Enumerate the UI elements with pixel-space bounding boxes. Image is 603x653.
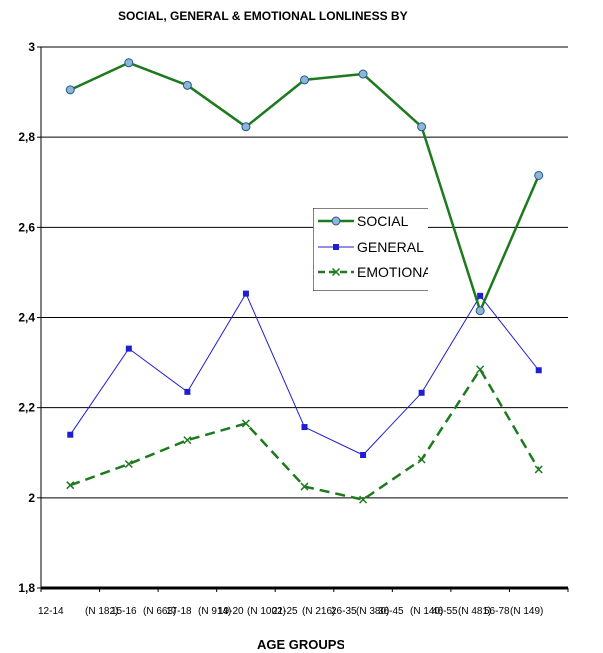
chart-title: SOCIAL, GENERAL & EMOTIONAL LONLINESS BY xyxy=(118,9,408,23)
data-point xyxy=(124,459,133,469)
legend-label: GENERAL xyxy=(357,239,424,255)
y-tick-label: 2,4 xyxy=(18,311,35,325)
x-tick-label: (N 216) xyxy=(302,606,335,617)
x-tick-label: 21-25 xyxy=(272,606,298,617)
x-tick-label: 26-35 xyxy=(331,606,357,617)
data-point xyxy=(359,495,368,504)
x-tick-label: (N 149) xyxy=(510,606,543,617)
data-point xyxy=(67,431,74,438)
data-point xyxy=(301,424,308,431)
data-point xyxy=(417,455,426,464)
data-point xyxy=(66,481,75,490)
data-point xyxy=(242,290,249,297)
x-tick-label: (N 182) xyxy=(85,606,118,617)
x-axis-label: AGE GROUPS xyxy=(257,637,345,652)
legend-marker xyxy=(331,267,341,277)
x-tick-label: (N 914) xyxy=(198,606,231,617)
data-point xyxy=(184,388,191,395)
series-line xyxy=(69,368,540,501)
x-axis-ticks: 12-14 (N 182)15-16 (N 663)17-18 (N 914)19-2… xyxy=(38,588,569,617)
x-tick-label: 12-14 xyxy=(38,606,64,617)
data-point xyxy=(477,292,484,299)
y-tick-label: 3 xyxy=(28,40,35,54)
series-emotional xyxy=(66,365,543,504)
data-point xyxy=(300,482,309,491)
legend-label: SOCIAL xyxy=(357,213,409,229)
x-tick-label: 17-18 xyxy=(166,606,192,617)
legend-entry: SOCIAL xyxy=(318,213,409,229)
x-tick-label: (N 481) xyxy=(458,606,491,617)
data-point xyxy=(535,367,542,374)
legend-entry: GENERAL xyxy=(318,239,424,255)
data-point xyxy=(534,465,543,474)
y-tick-label: 1,8 xyxy=(18,581,35,595)
data-point xyxy=(182,80,192,90)
legend-entry: EMOTIONAL xyxy=(318,264,440,280)
y-tick-label: 2 xyxy=(28,491,35,505)
gridlines xyxy=(41,46,568,499)
y-tick-label: 2,2 xyxy=(18,401,35,415)
data-point xyxy=(241,122,251,132)
series-social xyxy=(65,58,544,316)
legend: SOCIAL GENERAL EMOTIONAL xyxy=(313,208,440,291)
legend-label: EMOTIONAL xyxy=(357,264,440,280)
data-point xyxy=(475,306,485,316)
y-tick-label: 2,6 xyxy=(18,220,35,234)
x-tick-label: (N 1002) xyxy=(247,606,286,617)
data-point xyxy=(417,122,427,132)
x-tick-label: 19-20 xyxy=(218,606,244,617)
data-point xyxy=(360,452,367,459)
x-tick-label: 56-78 xyxy=(484,606,510,617)
x-tick-label: (N 663) xyxy=(143,606,176,617)
legend-marker xyxy=(333,244,339,250)
x-tick-label: (N 380) xyxy=(356,606,389,617)
series-layer xyxy=(65,58,544,504)
data-point xyxy=(418,389,425,396)
y-tick-label: 2,8 xyxy=(18,130,35,144)
data-point xyxy=(65,85,75,95)
data-point xyxy=(476,365,485,374)
legend-marker xyxy=(331,216,341,226)
data-point xyxy=(124,58,134,68)
data-point xyxy=(183,436,192,445)
x-tick-label: 46-55 xyxy=(432,606,458,617)
x-tick-label: (N 140) xyxy=(410,606,443,617)
data-point xyxy=(125,345,132,352)
data-point xyxy=(534,170,544,180)
series-line xyxy=(69,61,540,312)
x-tick-label: 36-45 xyxy=(378,606,404,617)
y-axis-ticks: 1,8 2 2,2 2,4 2,6 2,8 3 xyxy=(18,40,41,595)
data-point xyxy=(241,419,250,428)
x-tick-label: 15-16 xyxy=(111,606,137,617)
data-point xyxy=(358,69,368,79)
series-general xyxy=(67,290,542,459)
data-point xyxy=(300,75,309,85)
